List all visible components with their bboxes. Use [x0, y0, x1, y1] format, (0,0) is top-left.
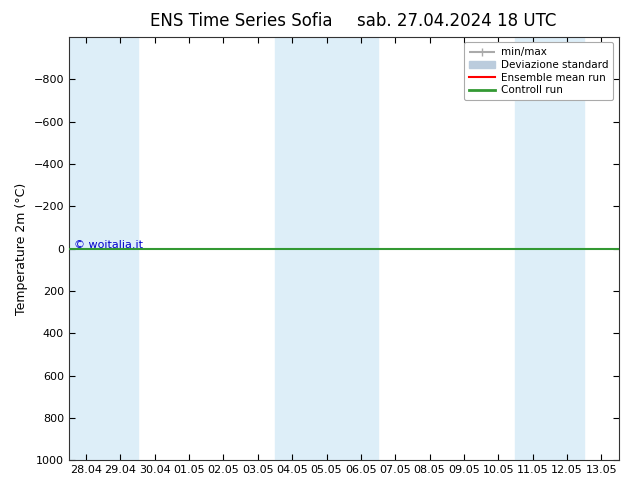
Text: sab. 27.04.2024 18 UTC: sab. 27.04.2024 18 UTC — [357, 12, 556, 30]
Bar — [275, 37, 378, 460]
Text: ENS Time Series Sofia: ENS Time Series Sofia — [150, 12, 332, 30]
Y-axis label: Temperature 2m (°C): Temperature 2m (°C) — [15, 182, 28, 315]
Text: © woitalia.it: © woitalia.it — [74, 240, 143, 250]
Bar — [69, 37, 138, 460]
Legend: min/max, Deviazione standard, Ensemble mean run, Controll run: min/max, Deviazione standard, Ensemble m… — [464, 42, 613, 100]
Bar — [515, 37, 584, 460]
